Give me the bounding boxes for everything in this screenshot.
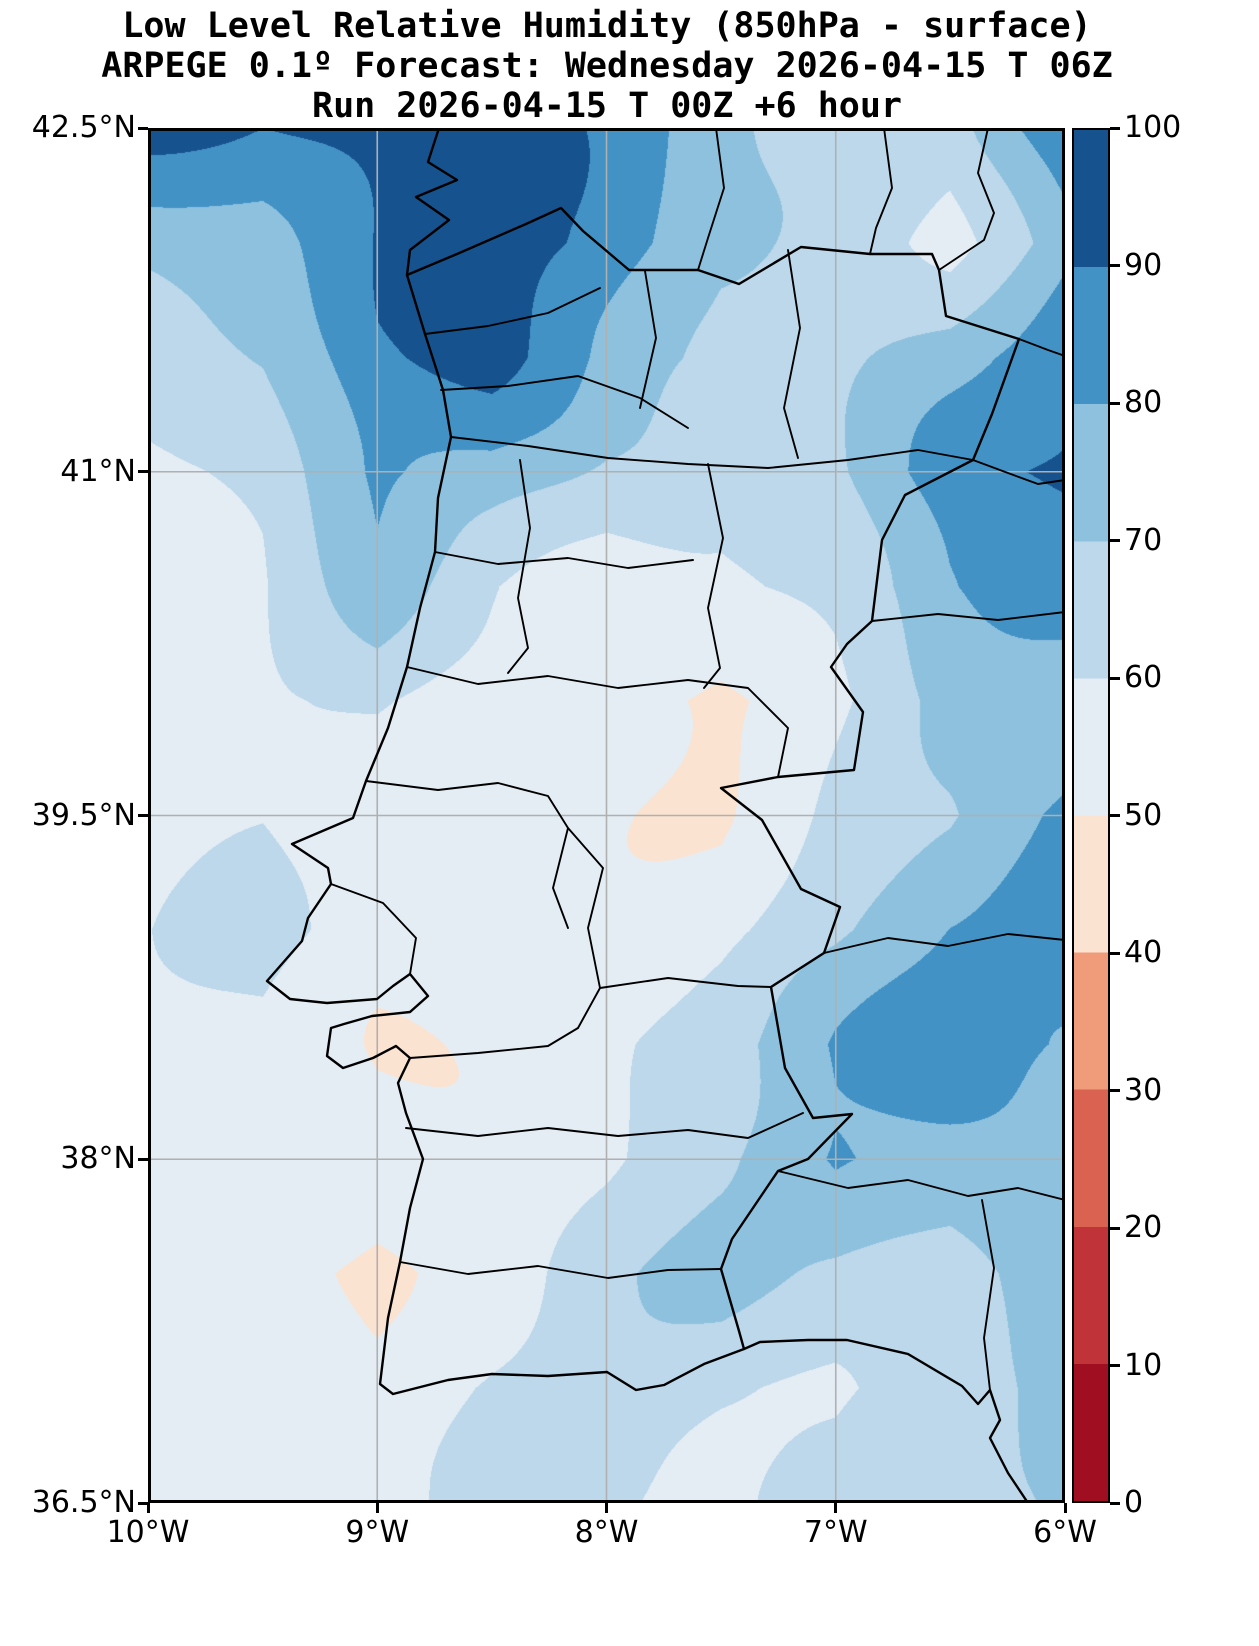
colorbar-tick-label: 70	[1124, 522, 1163, 558]
colorbar-tick-label: 0	[1124, 1485, 1144, 1520]
map-frame	[148, 128, 1065, 1503]
admin-boundary-path	[703, 463, 724, 689]
x-axis-tick-mark	[834, 1503, 838, 1513]
x-axis-tick-label: 7°W	[803, 1515, 868, 1550]
colorbar-tick-label: 30	[1124, 1072, 1163, 1108]
admin-boundary-path	[783, 249, 801, 459]
colorbar	[1072, 128, 1110, 1503]
colorbar-tick-mark	[1110, 676, 1120, 680]
map-overlay	[148, 128, 1065, 1503]
x-axis-tick-mark	[605, 1503, 608, 1513]
admin-boundary-path	[599, 977, 772, 989]
admin-boundary-path	[434, 551, 694, 569]
colorbar-tick-label: 60	[1124, 660, 1163, 695]
coastline-path	[265, 128, 1030, 1503]
colorbar-tick-label: 100	[1124, 110, 1182, 145]
page-title: Low Level Relative Humidity (850hPa - su…	[122, 6, 1092, 46]
run-info: Run 2026-04-15 T 00Z +6 hour	[311, 86, 903, 126]
page-subtitle: ARPEGE 0.1º Forecast: Wednesday 2026-04-…	[101, 46, 1113, 86]
admin-boundary-path	[399, 1261, 722, 1279]
colorbar-tick-mark	[1110, 401, 1120, 405]
x-axis-tick-label: 8°W	[574, 1515, 639, 1550]
admin-boundary-path	[639, 270, 657, 409]
colorbar-tick-mark	[1110, 539, 1120, 542]
admin-boundary-path	[567, 827, 604, 1029]
admin-boundary-path	[1018, 338, 1065, 357]
colorbar-tick-label: 10	[1124, 1347, 1163, 1383]
x-axis-tick-label: 6°W	[1033, 1515, 1097, 1550]
y-axis-tick-mark	[138, 1157, 148, 1161]
admin-boundary-path	[871, 611, 1065, 622]
colorbar-tick-label: 20	[1124, 1210, 1163, 1245]
colorbar-tick-label: 80	[1124, 385, 1163, 420]
admin-boundary-path	[409, 1027, 579, 1059]
colorbar-tick-mark	[1110, 1089, 1120, 1092]
admin-boundary-path	[972, 459, 1065, 485]
admin-boundary-path	[330, 883, 417, 975]
plot-frame	[148, 128, 1065, 1503]
admin-boundary-path	[406, 666, 789, 778]
admin-boundaries	[330, 128, 1065, 1391]
title-block: Low Level Relative Humidity (850hPa - su…	[101, 6, 1112, 126]
colorbar-tick-mark	[1110, 1364, 1120, 1367]
admin-boundary-path	[507, 459, 531, 674]
admin-boundary-path	[365, 780, 569, 929]
y-axis-tick-label: 42.5°N	[31, 110, 136, 145]
colorbar-tick-mark	[1110, 951, 1120, 955]
y-axis-tick-label: 36.5°N	[31, 1485, 136, 1520]
admin-boundary-path	[424, 287, 601, 335]
x-axis-tick-mark	[146, 1503, 150, 1513]
colorbar-tick-mark	[1110, 814, 1120, 817]
y-axis-tick-label: 39.5°N	[31, 797, 136, 833]
y-axis-tick-mark	[138, 1501, 148, 1505]
colorbar-tick-mark	[1110, 126, 1120, 130]
colorbar-tick-label: 40	[1124, 935, 1163, 970]
y-axis-tick-mark	[138, 126, 148, 130]
admin-boundary-path	[440, 375, 689, 429]
admin-boundary-path	[981, 1199, 995, 1391]
y-axis-tick-mark	[138, 470, 148, 474]
x-axis-tick-mark	[1063, 1503, 1067, 1513]
x-axis-tick-label: 10°W	[106, 1515, 190, 1550]
country-border-path	[405, 206, 1021, 1351]
admin-boundary-path	[777, 1170, 1065, 1201]
admin-boundary-path	[869, 128, 893, 255]
y-axis-tick-label: 38°N	[60, 1141, 136, 1177]
colorbar-tick-mark	[1110, 1501, 1120, 1505]
graticule-gridlines	[148, 128, 1065, 1503]
colorbar-tick-label: 50	[1124, 797, 1163, 833]
admin-boundary-path	[823, 933, 1065, 954]
colorbar-tick-mark	[1110, 264, 1120, 267]
x-axis-tick-mark	[375, 1503, 379, 1513]
x-axis-tick-label: 9°W	[345, 1515, 410, 1550]
colorbar-tick-label: 90	[1124, 247, 1163, 283]
admin-boundary-path	[697, 128, 725, 271]
admin-boundary-path	[450, 436, 974, 469]
y-axis-tick-label: 41°N	[60, 453, 136, 489]
y-axis-tick-mark	[138, 814, 148, 817]
admin-boundary-path	[405, 1112, 804, 1139]
colorbar-tick-mark	[1110, 1226, 1120, 1230]
admin-boundary-path	[938, 128, 995, 271]
